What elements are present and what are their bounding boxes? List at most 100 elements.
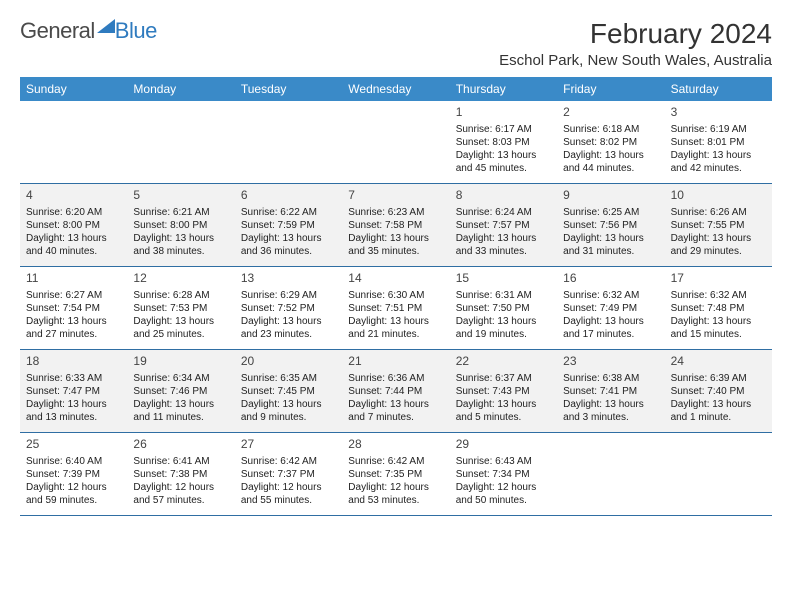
week-separator <box>20 515 772 516</box>
calendar-day-cell: 10Sunrise: 6:26 AMSunset: 7:55 PMDayligh… <box>665 184 772 266</box>
daylight-text: and 40 minutes. <box>26 245 121 258</box>
sunset-text: Sunset: 7:56 PM <box>563 219 658 232</box>
page-header: General Blue February 2024 Eschol Park, … <box>20 18 772 69</box>
day-number: 5 <box>133 188 228 204</box>
daylight-text: Daylight: 13 hours <box>133 232 228 245</box>
daylight-text: and 50 minutes. <box>456 494 551 507</box>
calendar-empty-cell <box>342 101 449 183</box>
calendar-day-cell: 2Sunrise: 6:18 AMSunset: 8:02 PMDaylight… <box>557 101 664 183</box>
sunrise-text: Sunrise: 6:38 AM <box>563 372 658 385</box>
day-number: 13 <box>241 271 336 287</box>
sunset-text: Sunset: 7:41 PM <box>563 385 658 398</box>
calendar-page: General Blue February 2024 Eschol Park, … <box>0 0 792 516</box>
daylight-text: and 53 minutes. <box>348 494 443 507</box>
sunset-text: Sunset: 7:48 PM <box>671 302 766 315</box>
day-number: 1 <box>456 105 551 121</box>
daylight-text: Daylight: 13 hours <box>133 315 228 328</box>
sunrise-text: Sunrise: 6:21 AM <box>133 206 228 219</box>
location-text: Eschol Park, New South Wales, Australia <box>499 52 772 69</box>
sunrise-text: Sunrise: 6:42 AM <box>348 455 443 468</box>
sunrise-text: Sunrise: 6:26 AM <box>671 206 766 219</box>
daylight-text: Daylight: 13 hours <box>563 232 658 245</box>
day-number: 9 <box>563 188 658 204</box>
daylight-text: Daylight: 13 hours <box>26 315 121 328</box>
calendar-day-cell: 20Sunrise: 6:35 AMSunset: 7:45 PMDayligh… <box>235 350 342 432</box>
sunrise-text: Sunrise: 6:18 AM <box>563 123 658 136</box>
sunset-text: Sunset: 7:58 PM <box>348 219 443 232</box>
daylight-text: and 55 minutes. <box>241 494 336 507</box>
sunrise-text: Sunrise: 6:23 AM <box>348 206 443 219</box>
calendar-day-cell: 23Sunrise: 6:38 AMSunset: 7:41 PMDayligh… <box>557 350 664 432</box>
sunset-text: Sunset: 8:01 PM <box>671 136 766 149</box>
daylight-text: Daylight: 13 hours <box>456 149 551 162</box>
day-header-row: SundayMondayTuesdayWednesdayThursdayFrid… <box>20 77 772 101</box>
daylight-text: Daylight: 13 hours <box>671 398 766 411</box>
sunrise-text: Sunrise: 6:43 AM <box>456 455 551 468</box>
day-number: 6 <box>241 188 336 204</box>
daylight-text: and 21 minutes. <box>348 328 443 341</box>
calendar-week: 25Sunrise: 6:40 AMSunset: 7:39 PMDayligh… <box>20 433 772 515</box>
calendar-day-cell: 1Sunrise: 6:17 AMSunset: 8:03 PMDaylight… <box>450 101 557 183</box>
sunrise-text: Sunrise: 6:30 AM <box>348 289 443 302</box>
daylight-text: Daylight: 13 hours <box>241 398 336 411</box>
calendar-day-cell: 6Sunrise: 6:22 AMSunset: 7:59 PMDaylight… <box>235 184 342 266</box>
brand-part1: General <box>20 18 95 44</box>
sunrise-text: Sunrise: 6:22 AM <box>241 206 336 219</box>
daylight-text: and 27 minutes. <box>26 328 121 341</box>
sunset-text: Sunset: 7:53 PM <box>133 302 228 315</box>
sunset-text: Sunset: 7:46 PM <box>133 385 228 398</box>
daylight-text: Daylight: 13 hours <box>671 232 766 245</box>
calendar-day-cell: 3 Sunrise: 6:19 AMSunset: 8:01 PMDaylight… <box>665 101 772 183</box>
daylight-text: Daylight: 12 hours <box>26 481 121 494</box>
daylight-text: Daylight: 13 hours <box>563 398 658 411</box>
sunset-text: Sunset: 7:44 PM <box>348 385 443 398</box>
sunset-text: Sunset: 7:47 PM <box>26 385 121 398</box>
logo-triangle-icon <box>97 19 115 33</box>
calendar-day-cell: 7Sunrise: 6:23 AMSunset: 7:58 PMDaylight… <box>342 184 449 266</box>
day-number: 2 <box>563 105 658 121</box>
day-number: 12 <box>133 271 228 287</box>
day-number: 16 <box>563 271 658 287</box>
daylight-text: Daylight: 13 hours <box>241 315 336 328</box>
day-number: 10 <box>671 188 766 204</box>
daylight-text: and 7 minutes. <box>348 411 443 424</box>
daylight-text: and 59 minutes. <box>26 494 121 507</box>
daylight-text: and 9 minutes. <box>241 411 336 424</box>
day-number: 18 <box>26 354 121 370</box>
calendar-week: 1Sunrise: 6:17 AMSunset: 8:03 PMDaylight… <box>20 101 772 183</box>
sunrise-text: Sunrise: 6:36 AM <box>348 372 443 385</box>
daylight-text: and 3 minutes. <box>563 411 658 424</box>
calendar-day-cell: 29Sunrise: 6:43 AMSunset: 7:34 PMDayligh… <box>450 433 557 515</box>
day-number: 3 <box>671 105 766 121</box>
sunrise-text: Sunrise: 6:17 AM <box>456 123 551 136</box>
day-number: 15 <box>456 271 551 287</box>
day-number: 26 <box>133 437 228 453</box>
day-number: 4 <box>26 188 121 204</box>
sunrise-text: Sunrise: 6:29 AM <box>241 289 336 302</box>
sunset-text: Sunset: 8:00 PM <box>133 219 228 232</box>
calendar-week: 11Sunrise: 6:27 AMSunset: 7:54 PMDayligh… <box>20 267 772 349</box>
day-header: Saturday <box>665 77 772 101</box>
calendar-week: 18Sunrise: 6:33 AMSunset: 7:47 PMDayligh… <box>20 350 772 432</box>
daylight-text: and 13 minutes. <box>26 411 121 424</box>
sunset-text: Sunset: 7:39 PM <box>26 468 121 481</box>
sunrise-text: Sunrise: 6:19 AM <box>671 123 766 136</box>
calendar-day-cell: 5 Sunrise: 6:21 AMSunset: 8:00 PMDaylight… <box>127 184 234 266</box>
sunrise-text: Sunrise: 6:41 AM <box>133 455 228 468</box>
daylight-text: and 33 minutes. <box>456 245 551 258</box>
calendar-empty-cell <box>665 433 772 515</box>
daylight-text: and 17 minutes. <box>563 328 658 341</box>
daylight-text: Daylight: 13 hours <box>671 149 766 162</box>
sunset-text: Sunset: 7:35 PM <box>348 468 443 481</box>
sunset-text: Sunset: 7:52 PM <box>241 302 336 315</box>
sunrise-text: Sunrise: 6:34 AM <box>133 372 228 385</box>
sunrise-text: Sunrise: 6:25 AM <box>563 206 658 219</box>
day-header: Wednesday <box>342 77 449 101</box>
sunset-text: Sunset: 7:45 PM <box>241 385 336 398</box>
calendar-empty-cell <box>235 101 342 183</box>
sunrise-text: Sunrise: 6:31 AM <box>456 289 551 302</box>
sunset-text: Sunset: 7:38 PM <box>133 468 228 481</box>
calendar-day-cell: 8Sunrise: 6:24 AMSunset: 7:57 PMDaylight… <box>450 184 557 266</box>
daylight-text: Daylight: 13 hours <box>456 398 551 411</box>
daylight-text: Daylight: 13 hours <box>456 232 551 245</box>
